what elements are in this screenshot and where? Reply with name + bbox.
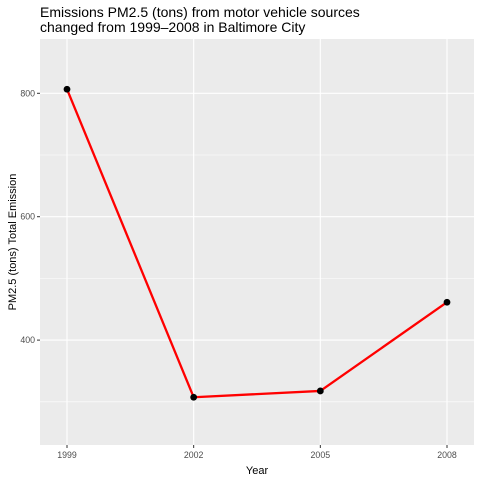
plot-panel [40,39,474,445]
y-tick-label: 400 [20,335,35,345]
chart-title-line-2: changed from 1999–2008 in Baltimore City [40,19,305,35]
data-point [317,388,324,395]
x-axis-tick-labels: 1999 2002 2005 2008 [57,450,457,460]
x-tick-label: 2002 [184,450,204,460]
x-axis-title: Year [246,465,269,477]
data-point [444,299,451,306]
x-tick-label: 2008 [437,450,457,460]
y-tick-label: 800 [20,88,35,98]
x-tick-label: 1999 [57,450,77,460]
y-axis-title: PM2.5 (tons) Total Emission [7,174,19,311]
y-tick-label: 600 [20,212,35,222]
chart-title-line-1: Emissions PM2.5 (tons) from motor vehicl… [40,4,360,20]
x-tick-label: 2005 [311,450,331,460]
data-point [190,394,197,401]
data-point [64,86,71,93]
y-axis-tick-labels: 400 600 800 [20,88,35,345]
